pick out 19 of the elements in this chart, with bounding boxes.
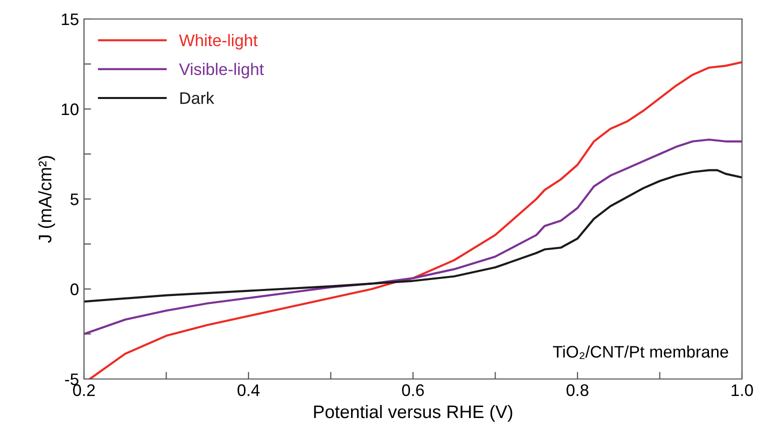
y-tick-label: -5 xyxy=(65,374,78,386)
line-series xyxy=(84,138,742,336)
y-axis-title: J (mA/cm²) xyxy=(38,156,56,243)
x-axis-title: Potential versus RHE (V) xyxy=(314,404,512,422)
y-tick-label: 5 xyxy=(70,194,78,206)
x-tick-label: 0.6 xyxy=(402,384,424,396)
legend-label: Visible-light xyxy=(179,62,264,78)
y-tick-label: 10 xyxy=(62,103,78,116)
legend-label: White-light xyxy=(179,34,258,50)
x-tick-label: 0.8 xyxy=(566,384,588,396)
line-series xyxy=(84,169,742,303)
legend-label: Dark xyxy=(180,92,214,104)
y-tick-label: 0 xyxy=(70,283,78,296)
x-tick-label: 0.2 xyxy=(73,384,95,396)
y-tick-label: 15 xyxy=(62,14,78,26)
x-tick-label: 0.4 xyxy=(238,384,260,396)
line-series xyxy=(88,61,742,379)
x-tick-label: 1.0 xyxy=(732,384,753,396)
annotation: TiO₂/CNT/Pt membrane xyxy=(552,345,728,359)
